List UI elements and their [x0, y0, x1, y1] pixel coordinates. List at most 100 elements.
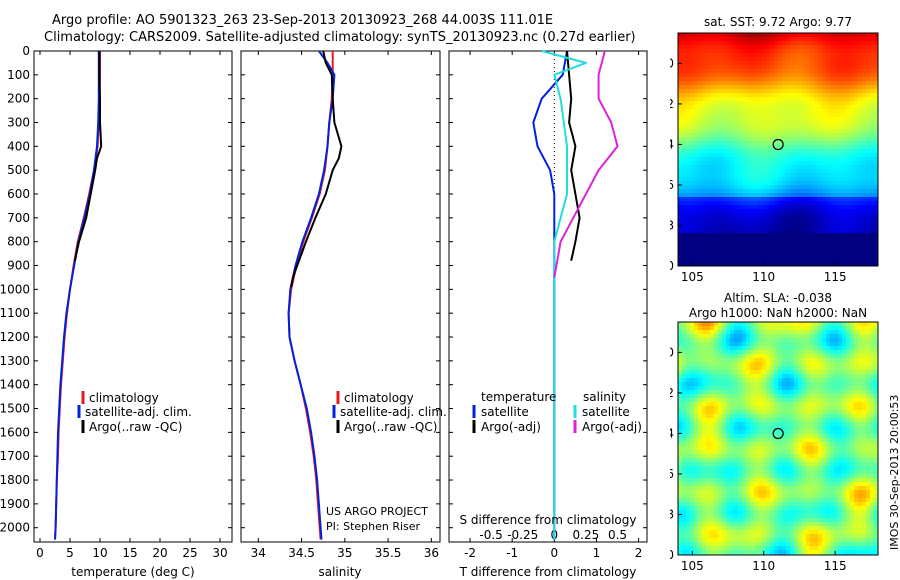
- sla-cell: [790, 354, 794, 358]
- sla-cell: [734, 462, 738, 466]
- sla-cell: [702, 362, 706, 366]
- sst-cell: [874, 225, 878, 229]
- sla-cell: [798, 450, 802, 454]
- sla-cell: [794, 446, 798, 450]
- sst-cell: [814, 253, 818, 257]
- sst-cell: [866, 57, 870, 61]
- sst-cell: [790, 137, 794, 141]
- sst-cell: [786, 261, 790, 265]
- sst-cell: [678, 153, 682, 157]
- sst-cell: [826, 161, 830, 165]
- sla-cell: [850, 330, 854, 334]
- sst-cell: [734, 101, 738, 105]
- sla-cell: [834, 430, 838, 434]
- sla-cell: [802, 386, 806, 390]
- sst-cell: [710, 65, 714, 69]
- sst-cell: [790, 37, 794, 41]
- sst-cell: [770, 49, 774, 53]
- sla-cell: [694, 342, 698, 346]
- sla-cell: [714, 414, 718, 418]
- sst-cell: [698, 133, 702, 137]
- sla-cell: [754, 398, 758, 402]
- sst-cell: [798, 217, 802, 221]
- sst-cell: [702, 93, 706, 97]
- sst-cell: [694, 97, 698, 101]
- sst-cell: [794, 97, 798, 101]
- sst-cell: [730, 233, 734, 237]
- sla-cell: [694, 426, 698, 430]
- sst-cell: [686, 109, 690, 113]
- sla-cell: [806, 362, 810, 366]
- sst-cell: [802, 189, 806, 193]
- sst-cell: [802, 253, 806, 257]
- sla-cell: [762, 358, 766, 362]
- sla-cell: [698, 362, 702, 366]
- sst-cell: [678, 193, 682, 197]
- sst-cell: [742, 93, 746, 97]
- sla-cell: [838, 382, 842, 386]
- sla-cell: [778, 450, 782, 454]
- sla-cell: [778, 358, 782, 362]
- sst-cell: [802, 165, 806, 169]
- sst-cell: [798, 205, 802, 209]
- sst-cell: [862, 189, 866, 193]
- sst-cell: [738, 125, 742, 129]
- sst-cell: [678, 49, 682, 53]
- sst-cell: [826, 69, 830, 73]
- sst-cell: [858, 237, 862, 241]
- sst-cell: [698, 185, 702, 189]
- sst-cell: [762, 165, 766, 169]
- sst-cell: [814, 37, 818, 41]
- sst-cell: [742, 81, 746, 85]
- sst-cell: [746, 141, 750, 145]
- sst-cell: [746, 41, 750, 45]
- sst-cell: [838, 157, 842, 161]
- sst-cell: [866, 177, 870, 181]
- sst-cell: [730, 229, 734, 233]
- sla-cell: [846, 414, 850, 418]
- sst-cell: [870, 109, 874, 113]
- sst-cell: [742, 197, 746, 201]
- sst-cell: [790, 41, 794, 45]
- sst-cell: [718, 245, 722, 249]
- sst-cell: [834, 121, 838, 125]
- sst-cell: [858, 189, 862, 193]
- sla-cell: [874, 398, 878, 402]
- sla-cell: [710, 418, 714, 422]
- sla-cell: [778, 406, 782, 410]
- sst-cell: [862, 89, 866, 93]
- sst-cell: [866, 217, 870, 221]
- temperature-axis-label: temperature (deg C): [71, 565, 194, 579]
- sst-cell: [874, 93, 878, 97]
- sla-cell: [714, 402, 718, 406]
- sst-cell: [814, 193, 818, 197]
- x-tick-label: -2: [464, 546, 476, 560]
- sst-cell: [834, 137, 838, 141]
- sst-cell: [766, 69, 770, 73]
- sst-cell: [806, 185, 810, 189]
- sla-cell: [790, 350, 794, 354]
- sst-cell: [874, 161, 878, 165]
- sst-cell: [838, 65, 842, 69]
- sst-cell: [874, 253, 878, 257]
- sst-cell: [782, 209, 786, 213]
- sla-cell: [822, 402, 826, 406]
- sst-cell: [722, 85, 726, 89]
- sst-cell: [702, 229, 706, 233]
- sla-cell: [814, 382, 818, 386]
- sla-cell: [758, 414, 762, 418]
- sst-cell: [798, 117, 802, 121]
- sst-cell: [790, 165, 794, 169]
- sla-cell: [762, 446, 766, 450]
- sst-cell: [814, 105, 818, 109]
- sst-cell: [818, 157, 822, 161]
- sla-cell: [682, 462, 686, 466]
- sla-cell: [854, 434, 858, 438]
- sst-cell: [770, 221, 774, 225]
- sla-cell: [794, 326, 798, 330]
- sst-cell: [854, 237, 858, 241]
- sst-cell: [794, 169, 798, 173]
- sst-cell: [774, 169, 778, 173]
- sst-cell: [758, 185, 762, 189]
